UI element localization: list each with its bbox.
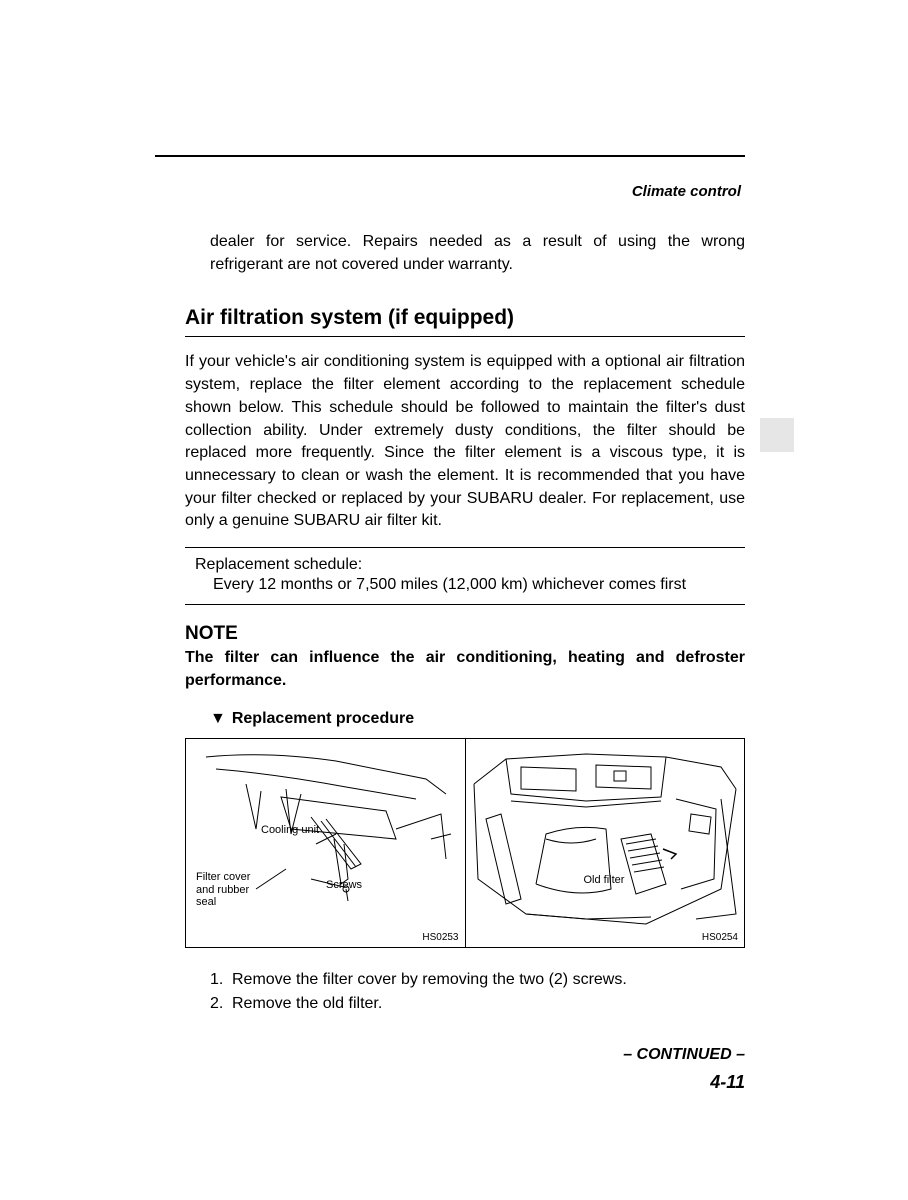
continued-indicator: – CONTINUED – bbox=[185, 1046, 745, 1064]
callout-screws: Screws bbox=[326, 879, 362, 892]
manual-page: Climate control dealer for service. Repa… bbox=[185, 155, 745, 1093]
note-body: The filter can influence the air conditi… bbox=[185, 647, 745, 692]
triangle-down-icon: ▼ bbox=[210, 710, 226, 728]
schedule-value: Every 12 months or 7,500 miles (12,000 k… bbox=[195, 576, 735, 594]
step-2-text: Remove the old filter. bbox=[232, 995, 382, 1012]
callout-old-filter: Old filter bbox=[584, 874, 625, 887]
step-2: 2.Remove the old filter. bbox=[210, 992, 745, 1016]
figure-right: Old filter HS0254 bbox=[466, 739, 745, 947]
figure-code-left: HS0253 bbox=[422, 932, 458, 943]
step-1-text: Remove the filter cover by removing the … bbox=[232, 971, 627, 988]
procedure-heading-text: Replacement procedure bbox=[232, 710, 414, 727]
intro-paragraph: dealer for service. Repairs needed as a … bbox=[210, 230, 745, 276]
chapter-title: Climate control bbox=[185, 183, 745, 200]
old-filter-illustration bbox=[466, 739, 745, 947]
replacement-schedule-box: Replacement schedule: Every 12 months or… bbox=[185, 547, 745, 605]
figure-left: Cooling unit Filter cover and rubber sea… bbox=[186, 739, 466, 947]
callout-filter-cover: Filter cover and rubber seal bbox=[196, 871, 250, 909]
callout-cooling-unit: Cooling unit bbox=[261, 824, 319, 837]
page-number: 4-11 bbox=[185, 1072, 745, 1093]
cooling-unit-illustration bbox=[186, 739, 465, 947]
procedure-steps: 1.Remove the filter cover by removing th… bbox=[210, 968, 745, 1016]
figures-row: Cooling unit Filter cover and rubber sea… bbox=[185, 738, 745, 948]
figure-code-right: HS0254 bbox=[702, 932, 738, 943]
main-paragraph: If your vehicle's air conditioning syste… bbox=[185, 351, 745, 533]
step-1: 1.Remove the filter cover by removing th… bbox=[210, 968, 745, 992]
note-heading: NOTE bbox=[185, 623, 745, 645]
page-edge-tab bbox=[760, 418, 794, 452]
section-heading: Air filtration system (if equipped) bbox=[185, 306, 745, 337]
procedure-heading: ▼ Replacement procedure bbox=[210, 710, 745, 728]
schedule-label: Replacement schedule: bbox=[195, 556, 735, 574]
